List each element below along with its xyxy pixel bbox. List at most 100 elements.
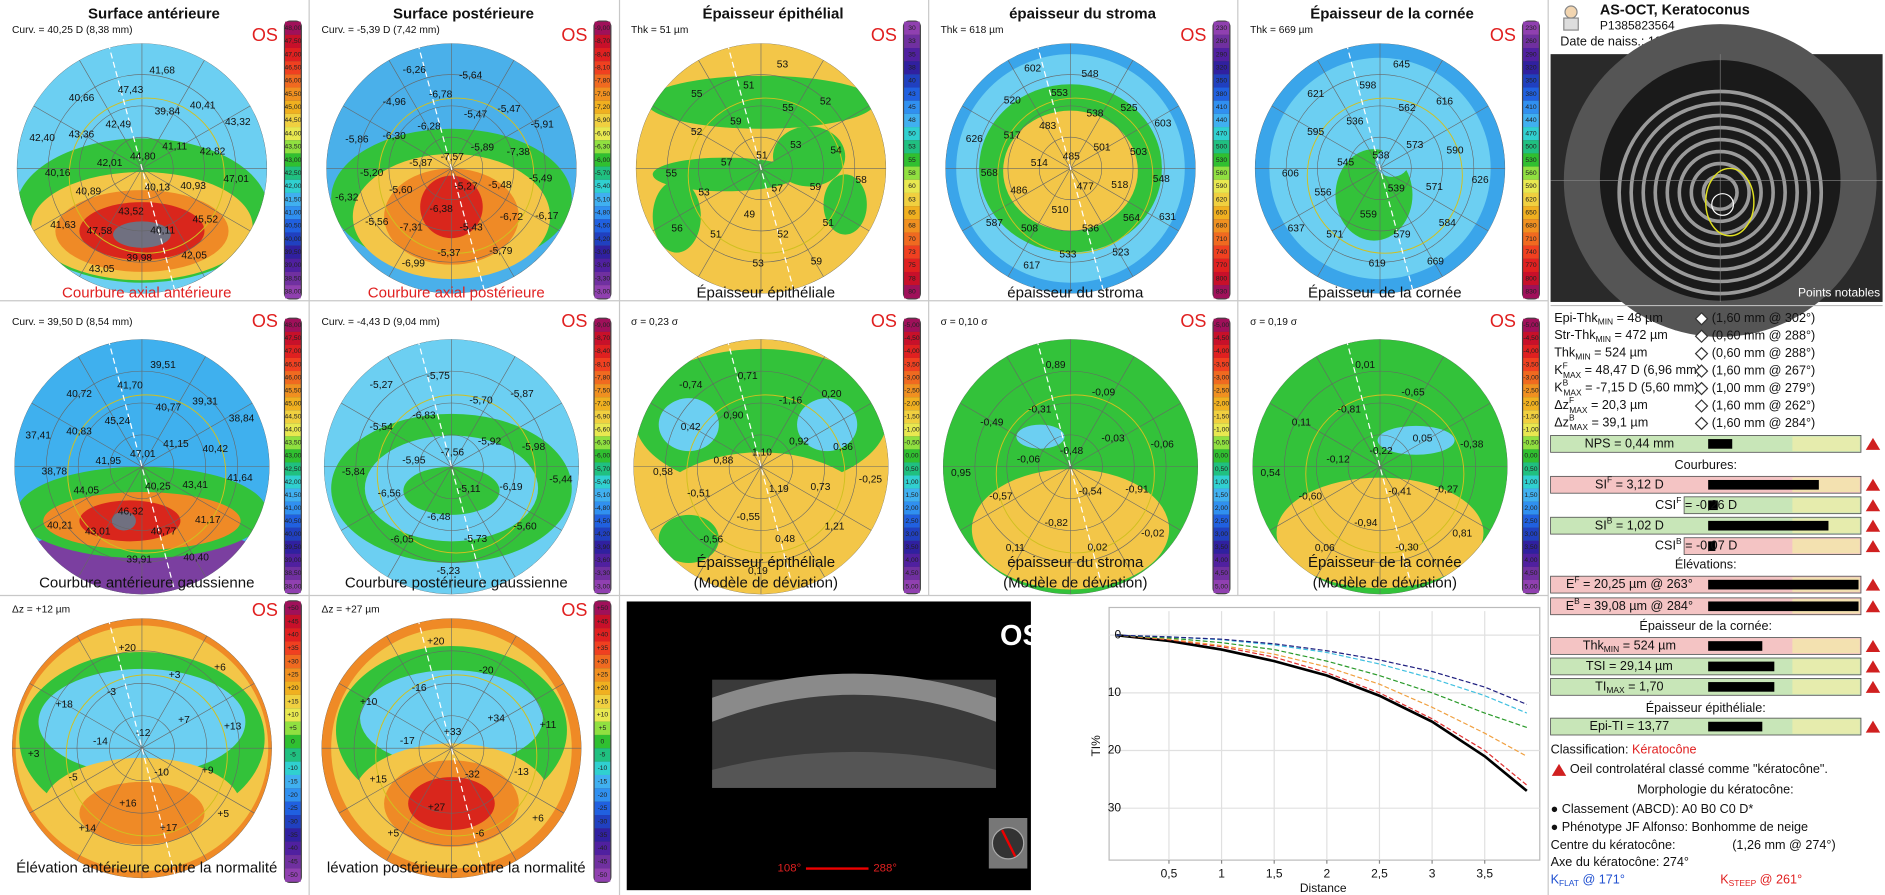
map-caption: épaisseur du stroma — [1007, 284, 1144, 301]
color-bar-label: 470 — [1525, 130, 1536, 137]
color-bar-step — [594, 681, 611, 695]
color-bar-step — [1523, 397, 1539, 411]
color-bar-label: -6,60 — [595, 427, 611, 434]
color-bar-label: -4,00 — [1523, 348, 1539, 355]
map-value: 598 — [1359, 80, 1376, 91]
color-bar-step — [904, 449, 920, 463]
map-value: 43,36 — [69, 129, 95, 140]
map-value: 39,91 — [126, 555, 152, 566]
color-bar-step — [285, 113, 301, 128]
point-label: ThkMIN = 524 µm — [1554, 346, 1647, 361]
color-bar-step — [285, 318, 301, 332]
map-spoke — [31, 402, 253, 531]
map-value: -5,73 — [464, 534, 488, 545]
map-value: 1,21 — [825, 521, 845, 532]
warning-icon — [1865, 478, 1881, 491]
color-bar-step — [1523, 74, 1539, 88]
point-label-sup: F — [1563, 361, 1568, 371]
oct-eye: OS — [1000, 620, 1042, 652]
color-bar-label: 45,00 — [285, 400, 302, 407]
classification-label: Classification: — [1551, 743, 1632, 757]
color-bar-label: 4,00 — [1524, 557, 1537, 564]
color-bar-label: 740 — [1525, 249, 1536, 256]
color-bar-label: 42,50 — [285, 466, 302, 473]
map-value: -0,22 — [1369, 446, 1393, 457]
x-tick-label: 1,5 — [1266, 867, 1283, 881]
color-bar-label: 650 — [1525, 209, 1536, 216]
color-bar-step — [1213, 436, 1230, 450]
color-bar-step — [1523, 87, 1539, 101]
color-bar-label: 40,00 — [285, 236, 302, 243]
map-value: -5,92 — [478, 436, 502, 447]
color-bar-step — [1213, 488, 1230, 502]
color-bar-label: +40 — [287, 632, 299, 639]
color-bar-step — [285, 828, 301, 842]
map-value: 51 — [823, 218, 835, 229]
map-value: 539 — [1388, 184, 1405, 195]
status-label-main: Epi-TI = 13,77 — [1590, 720, 1670, 734]
color-bar-step — [594, 34, 611, 49]
phenotype: ● Phénotype JF Alfonso: Bonhomme de neig… — [1551, 820, 1808, 834]
color-bar-label: -1,00 — [904, 427, 920, 434]
color-bar-step — [594, 841, 611, 856]
map-value: 538 — [1372, 151, 1389, 162]
color-bar-label: -6,00 — [595, 157, 611, 164]
map-value: 40,25 — [145, 481, 171, 492]
map-value: 568 — [981, 168, 998, 179]
map-value: 0,90 — [724, 411, 744, 422]
map-value: -5,64 — [459, 71, 483, 82]
color-bar-label: 3,00 — [1524, 531, 1537, 538]
color-bar-label: -3,60 — [595, 557, 611, 564]
color-bar-label: -4,00 — [1214, 348, 1230, 355]
status-label: CSIF = -0,26 D — [1655, 495, 1737, 512]
map-value: 0,11 — [1006, 543, 1025, 554]
point-label-post: = 48 µm — [1613, 311, 1663, 325]
color-bar-label: 4,00 — [1215, 557, 1228, 564]
color-bar-label: 770 — [1216, 262, 1227, 269]
color-bar-label: -3,00 — [1523, 374, 1539, 381]
axis-line — [1036, 339, 1105, 595]
map-value: -12 — [136, 728, 151, 739]
color-bar-step — [285, 601, 301, 615]
warning-icon — [1865, 720, 1881, 733]
point-label-main: Epi-Thk — [1554, 311, 1598, 325]
k-flat-main: K — [1551, 873, 1560, 887]
map-value: 590 — [1447, 145, 1464, 156]
map-value: -13 — [514, 767, 529, 778]
map-value: +18 — [56, 700, 74, 711]
color-bar-label: 39,00 — [285, 262, 302, 269]
color-bar-label: 0 — [601, 738, 605, 745]
y-axis-label: TI% — [1089, 735, 1103, 757]
map-value: -7,38 — [507, 147, 531, 158]
color-bar-label: -8,10 — [595, 65, 611, 72]
status-level — [1708, 579, 1859, 590]
map-value: 626 — [966, 134, 983, 145]
color-bar-label: 0,50 — [1215, 466, 1228, 473]
color-bar-label: -6,00 — [595, 453, 611, 460]
map-value: -14 — [93, 736, 108, 747]
color-bar-step — [594, 140, 611, 154]
color-bar-step — [904, 285, 920, 299]
contralateral: Oeil controlatéral classé comme "kératoc… — [1570, 762, 1828, 776]
map-value: -10 — [154, 768, 169, 779]
color-bar-label: 0,00 — [905, 453, 918, 460]
color-bar-label: 0,00 — [1215, 453, 1228, 460]
map-value: 571 — [1326, 230, 1343, 241]
map-value: 518 — [1111, 180, 1128, 191]
color-bar-step — [594, 192, 611, 207]
color-bar-label: -7,20 — [595, 400, 611, 407]
color-bar-step — [285, 436, 301, 450]
eye-label: OS — [252, 311, 278, 331]
map-spoke — [338, 683, 565, 814]
map-value: 0,36 — [833, 442, 853, 453]
color-bar-label: -6,90 — [595, 117, 611, 124]
point-label-main: K — [1554, 381, 1563, 395]
map-value: 510 — [1051, 205, 1068, 216]
status-label-sub: MIN — [1604, 644, 1619, 654]
color-bar-label: -3,30 — [595, 570, 611, 577]
color-bar-step — [285, 815, 301, 829]
color-bar-label: -3,90 — [595, 544, 611, 551]
color-bar-label: 380 — [1216, 91, 1227, 98]
color-bar-step — [1523, 462, 1539, 476]
color-bar-step — [904, 127, 920, 141]
